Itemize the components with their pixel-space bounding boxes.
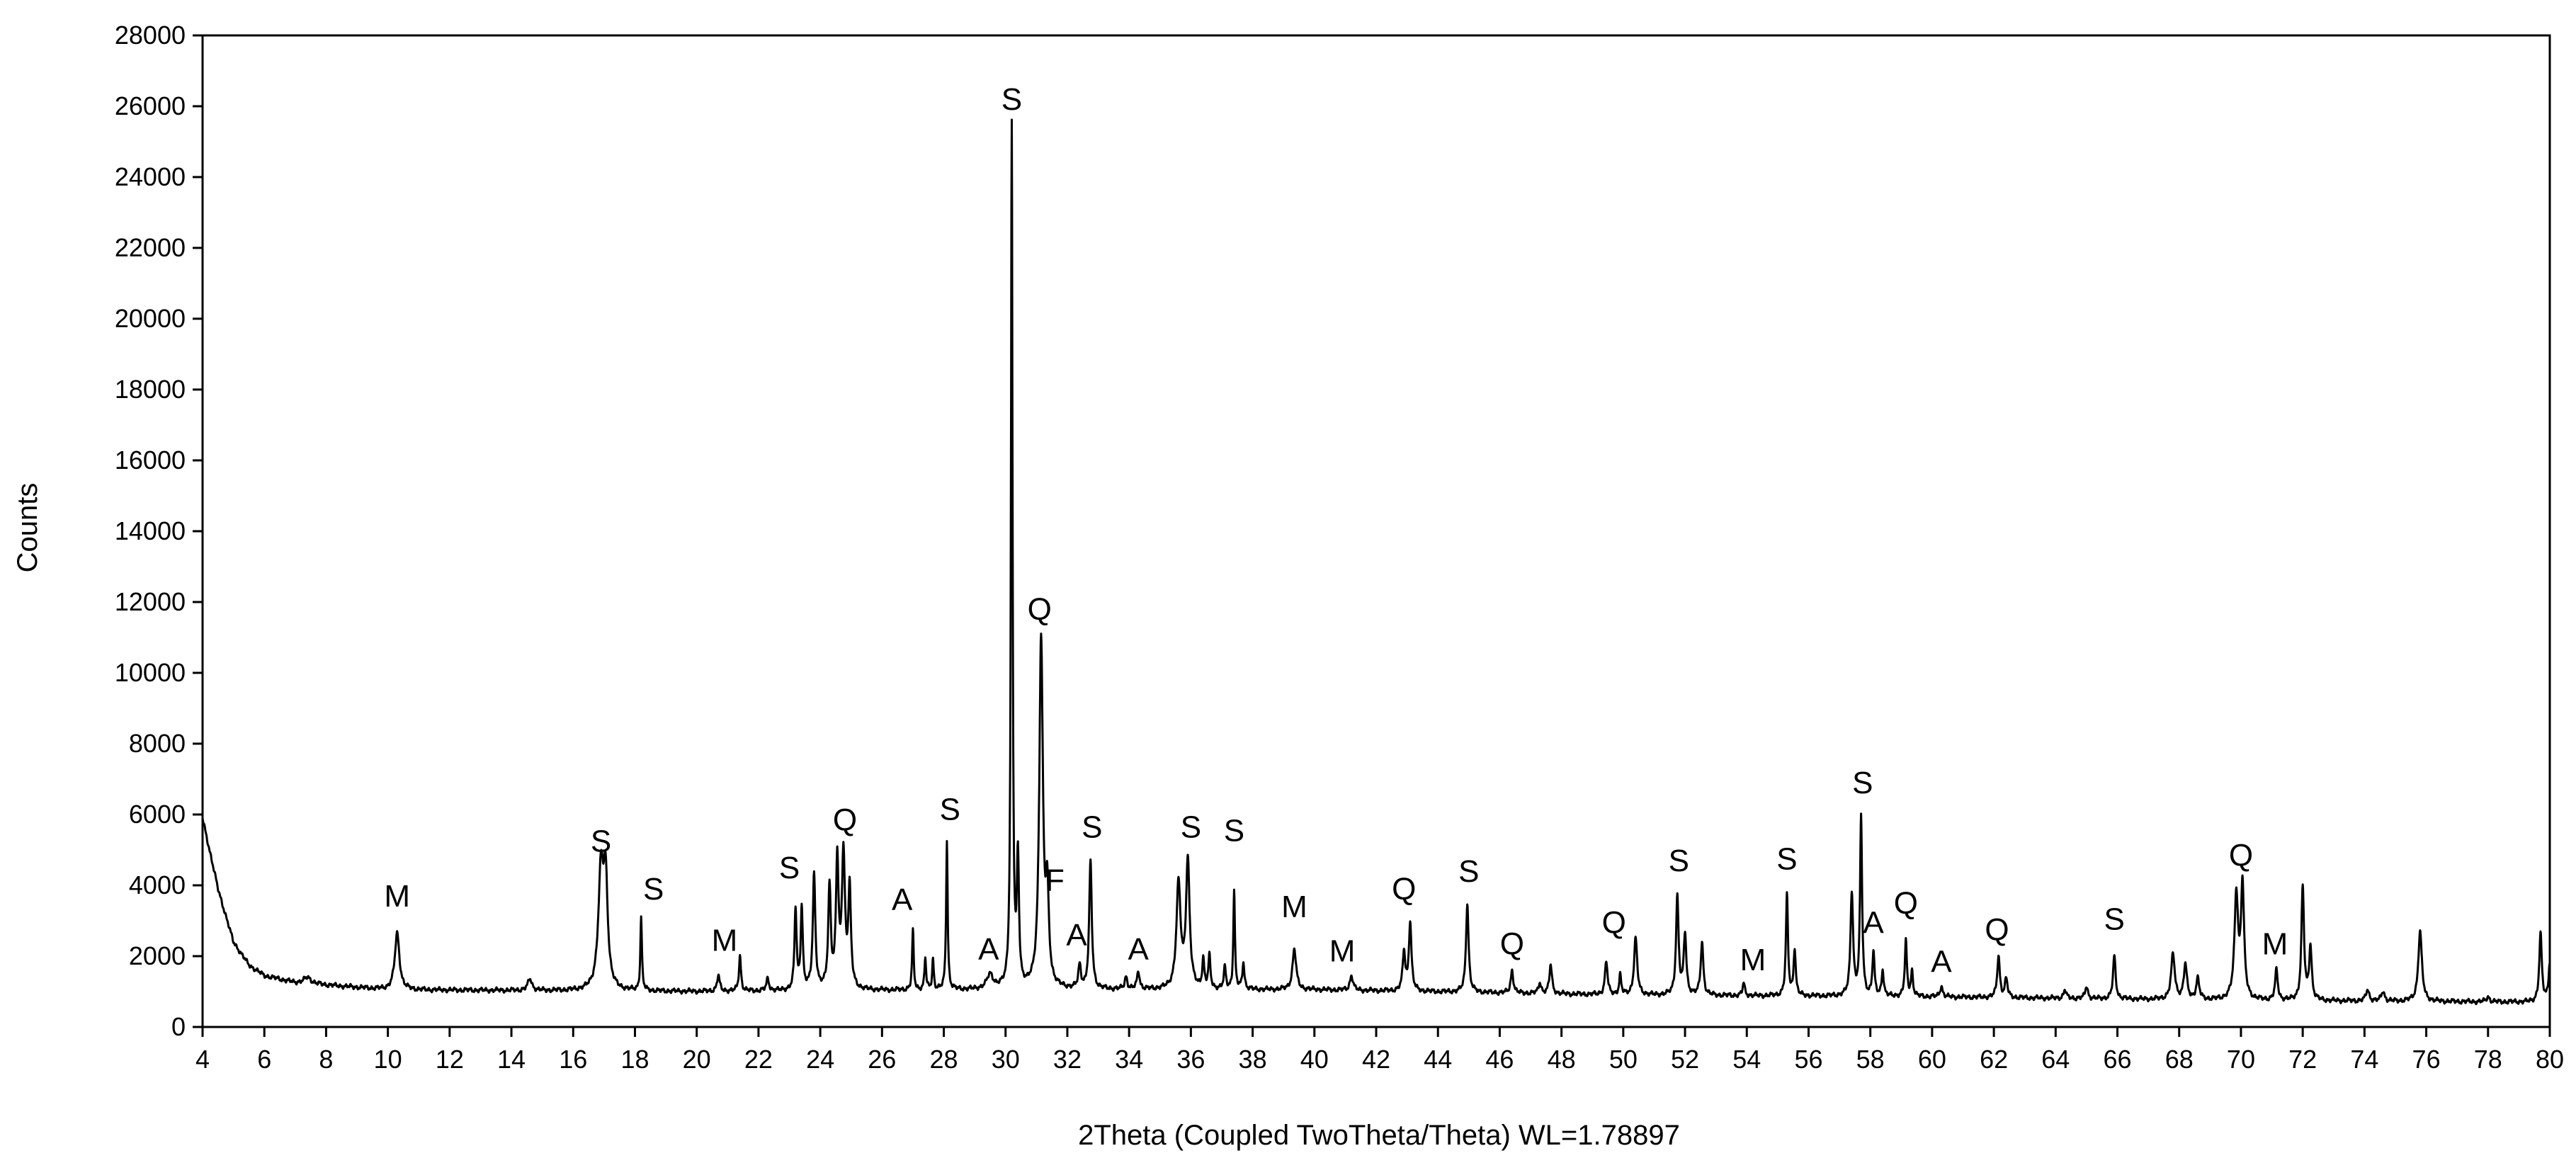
x-tick-label: 58 (1856, 1045, 1885, 1074)
peak-label: Q (1602, 906, 1626, 941)
x-tick-label: 10 (374, 1045, 402, 1074)
x-tick-label: 78 (2474, 1045, 2502, 1074)
x-tick-label: 42 (1362, 1045, 1390, 1074)
diffraction-pattern-line (201, 118, 2551, 1006)
x-tick-label: 74 (2350, 1045, 2378, 1074)
y-tick-label: 26000 (115, 91, 186, 120)
x-tick-label: 22 (744, 1045, 773, 1074)
x-tick-label: 8 (319, 1045, 333, 1074)
y-tick-label: 4000 (129, 870, 186, 899)
x-tick-label: 34 (1115, 1045, 1143, 1074)
peak-label: S (1224, 814, 1244, 848)
x-tick-label: 38 (1239, 1045, 1267, 1074)
x-tick-label: 36 (1176, 1045, 1205, 1074)
peak-label: Q (1894, 886, 1918, 921)
peak-label: S (779, 851, 800, 885)
peak-label: S (1852, 766, 1873, 800)
x-tick-label: 28 (930, 1045, 958, 1074)
peak-label: A (1066, 918, 1087, 953)
x-tick-label: 14 (497, 1045, 526, 1074)
peak-label: A (1863, 906, 1884, 941)
x-tick-label: 66 (2104, 1045, 2132, 1074)
peak-label: Q (1028, 592, 1052, 627)
plot-area-frame (201, 34, 2551, 1028)
x-tick-label: 56 (1794, 1045, 1822, 1074)
x-tick-label: 48 (1548, 1045, 1576, 1074)
y-tick-label: 6000 (129, 800, 186, 829)
x-axis-ticks: 4 6 8 10 12 14 16 18 20 22 24 26 28 30 32 34 36 38 40 42 44 4… (195, 1027, 2564, 1074)
peak-label: M (1740, 943, 1766, 977)
peak-label: S (643, 872, 664, 907)
peak-label: Q (2229, 839, 2253, 873)
x-tick-label: 62 (1980, 1045, 2008, 1074)
peak-label: S (1082, 810, 1102, 845)
x-tick-label: 12 (436, 1045, 464, 1074)
x-tick-label: 30 (992, 1045, 1020, 1074)
x-tick-label: 20 (683, 1045, 711, 1074)
x-tick-label: 54 (1732, 1045, 1761, 1074)
peak-label: S (1458, 854, 1479, 889)
peak-label: M (384, 879, 410, 914)
y-tick-label: 14000 (115, 516, 186, 545)
peak-label: M (2262, 927, 2288, 962)
peak-label: A (1128, 932, 1150, 967)
peak-label: M (712, 924, 738, 958)
peak-label: S (1669, 844, 1689, 878)
x-tick-label: 80 (2536, 1045, 2564, 1074)
y-tick-label: 10000 (115, 658, 186, 687)
y-tick-label: 20000 (115, 304, 186, 333)
y-tick-label: 8000 (129, 729, 186, 758)
y-tick-label: 28000 (115, 21, 186, 50)
x-tick-label: 18 (620, 1045, 649, 1074)
y-tick-label: 22000 (115, 233, 186, 262)
peak-label: A (978, 932, 999, 967)
x-tick-label: 50 (1609, 1045, 1638, 1074)
y-tick-label: 2000 (129, 941, 186, 970)
peak-label: Q (1392, 872, 1416, 907)
peak-label: S (1002, 82, 1022, 117)
x-tick-label: 46 (1485, 1045, 1514, 1074)
peak-label: A (892, 882, 913, 917)
peak-label: S (1181, 810, 1201, 845)
x-tick-label: 24 (806, 1045, 834, 1074)
x-tick-label: 40 (1300, 1045, 1329, 1074)
peak-label: Q (1985, 913, 2009, 948)
x-tick-label: 16 (559, 1045, 587, 1074)
peak-label: S (940, 793, 960, 827)
x-tick-label: 52 (1671, 1045, 1699, 1074)
x-tick-label: 68 (2165, 1045, 2194, 1074)
peak-label: S (1776, 842, 1797, 877)
peak-label: S (591, 824, 611, 859)
peak-label: M (1281, 890, 1307, 924)
y-axis-title: Counts (12, 483, 43, 573)
x-tick-label: 72 (2288, 1045, 2317, 1074)
x-tick-label: 26 (868, 1045, 896, 1074)
x-tick-label: 44 (1424, 1045, 1452, 1074)
x-tick-label: 64 (2041, 1045, 2070, 1074)
x-tick-label: 76 (2412, 1045, 2441, 1074)
x-axis-title: 2Theta (Coupled TwoTheta/Theta) WL=1.788… (1078, 1120, 1680, 1151)
x-tick-label: 6 (257, 1045, 271, 1074)
peak-label: A (1931, 945, 1952, 980)
y-tick-label: 24000 (115, 162, 186, 191)
peak-label: Q (833, 803, 857, 838)
y-tick-label: 12000 (115, 587, 186, 616)
x-tick-label: 70 (2227, 1045, 2255, 1074)
peak-label: Q (1500, 927, 1524, 962)
x-tick-label: 4 (195, 1045, 210, 1074)
x-tick-label: 32 (1053, 1045, 1082, 1074)
x-tick-label: 60 (1918, 1045, 1946, 1074)
y-axis-ticks: 0 2000 4000 6000 8000 10000 12000 14000 16000 180… (115, 21, 203, 1041)
y-tick-label: 18000 (115, 375, 186, 404)
y-tick-label: 0 (171, 1012, 186, 1041)
peak-label: M (1329, 934, 1356, 969)
peak-label: S (2104, 902, 2124, 937)
y-tick-label: 16000 (115, 445, 186, 475)
peak-label: F (1045, 863, 1065, 898)
